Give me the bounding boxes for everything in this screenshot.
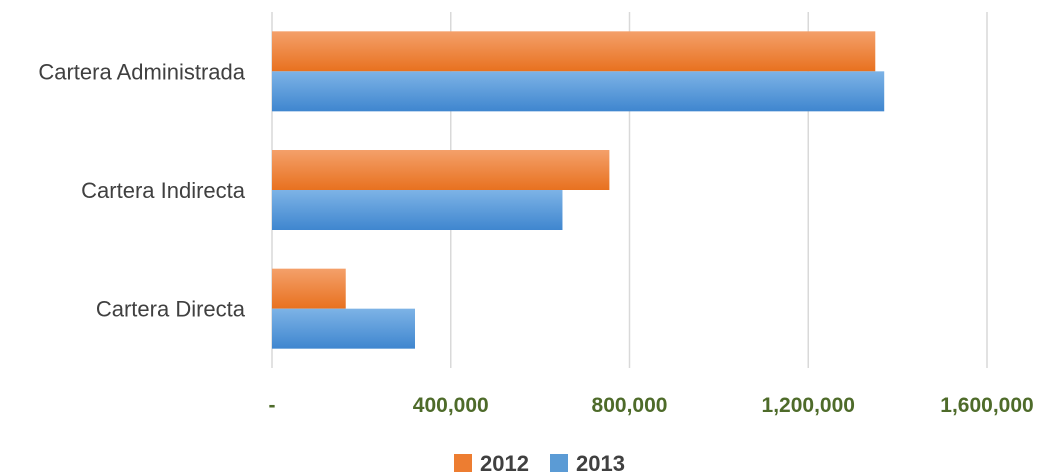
bar-2013-cartera-indirecta bbox=[272, 190, 563, 230]
x-tick-label: 400,000 bbox=[413, 394, 489, 417]
x-tick-label: 1,200,000 bbox=[762, 394, 855, 417]
category-labels: Cartera Administrada Cartera Indirecta Car… bbox=[38, 59, 245, 321]
legend-swatch-2012 bbox=[454, 454, 472, 472]
bar-2012-cartera-indirecta bbox=[272, 150, 610, 190]
x-tick-label: 1,600,000 bbox=[940, 394, 1033, 417]
bar-2013-cartera-directa bbox=[272, 308, 415, 349]
x-tick-label: - bbox=[269, 394, 276, 417]
category-label-cartera-administrada: Cartera Administrada bbox=[38, 59, 245, 84]
bar-2012-cartera-administrada bbox=[272, 31, 876, 72]
category-label-cartera-directa: Cartera Directa bbox=[96, 297, 246, 322]
category-label-cartera-indirecta: Cartera Indirecta bbox=[81, 178, 246, 203]
bars bbox=[272, 31, 885, 349]
bar-2013-cartera-administrada bbox=[272, 71, 885, 112]
bar-2012-cartera-directa bbox=[272, 268, 346, 309]
x-tick-label: 800,000 bbox=[592, 394, 668, 417]
legend-swatch-2013 bbox=[550, 454, 568, 472]
legend-label-2013: 2013 bbox=[576, 451, 625, 475]
x-tick-labels: - 400,000 800,000 1,200,000 1,600,000 bbox=[269, 394, 1034, 417]
legend-label-2012: 2012 bbox=[480, 451, 529, 475]
legend: 2012 2013 bbox=[454, 451, 625, 475]
